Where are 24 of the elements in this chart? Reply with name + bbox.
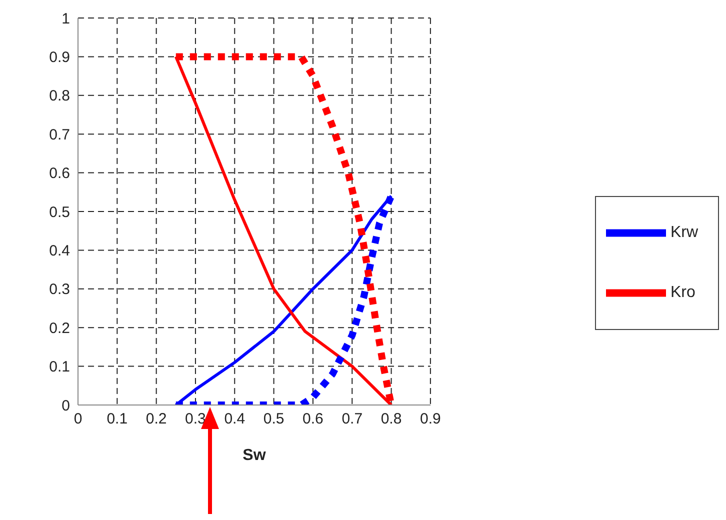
x-tick-label: 0.7 xyxy=(342,410,363,428)
y-tick-label: 0.1 xyxy=(49,358,70,376)
y-tick-label: 0 xyxy=(62,397,70,414)
y-tick-label: 0.2 xyxy=(49,320,70,337)
y-tick-label: 0.6 xyxy=(49,165,70,182)
x-tick-label: 0.4 xyxy=(224,410,246,428)
x-tick-label: 0 xyxy=(74,410,82,428)
x-tick-label: 0.8 xyxy=(380,410,402,428)
legend-label: Kro xyxy=(670,284,696,302)
y-tick-label: 1 xyxy=(62,10,70,28)
x-tick-label: 0.1 xyxy=(106,410,128,428)
y-tick-label: 0.4 xyxy=(49,242,70,260)
x-tick-label: 0.2 xyxy=(146,410,167,428)
y-tick-label: 0.5 xyxy=(49,204,70,221)
x-tick-label: 0.9 xyxy=(420,410,441,428)
y-tick-label: 0.8 xyxy=(49,88,70,105)
y-tick-label: 0.3 xyxy=(49,281,70,298)
x-tick-label: 0.5 xyxy=(263,410,284,428)
y-tick-label: 0.7 xyxy=(49,126,70,144)
x-tick-label: 0.3 xyxy=(185,410,206,428)
y-tick-label: 0.9 xyxy=(49,49,70,66)
legend-label: Krw xyxy=(670,224,698,242)
x-tick-label: 0.6 xyxy=(302,410,324,428)
x-axis-title: Sw xyxy=(242,447,266,464)
